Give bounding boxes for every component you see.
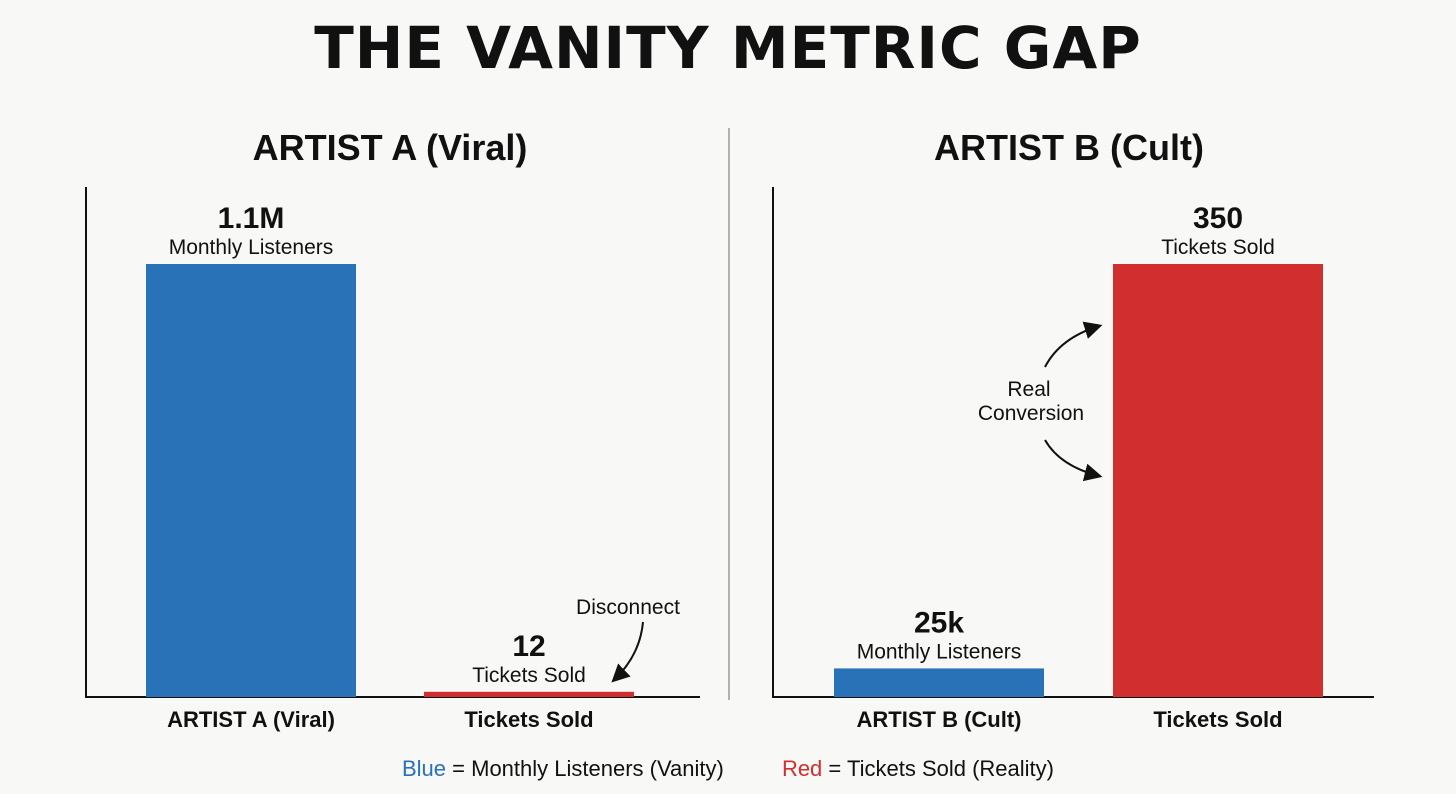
category-label-b-1: ARTIST B (Cult): [857, 707, 1022, 732]
category-label-a-2: Tickets Sold: [464, 707, 593, 732]
legend-text-blue: = Monthly Listeners (Vanity): [446, 756, 724, 781]
value-label-a-2: 12: [512, 630, 545, 663]
sub-label-a-1: Monthly Listeners: [169, 236, 334, 259]
value-label-b-2: 350: [1193, 202, 1243, 235]
bar-b-2: [1113, 264, 1323, 697]
legend-item-blue: Blue = Monthly Listeners (Vanity): [402, 754, 724, 784]
annotation-conversion-line: Conversion: [978, 402, 1084, 425]
sub-label-b-1: Monthly Listeners: [857, 640, 1022, 663]
sub-label-a-2: Tickets Sold: [472, 664, 586, 687]
panel-title-b: ARTIST B (Cult): [934, 127, 1204, 168]
annotation-arrow-disconnect: [611, 621, 644, 683]
legend-key-blue: Blue: [402, 756, 447, 781]
legend-text-red: = Tickets Sold (Reality): [822, 756, 1054, 781]
annotation-disconnect: Disconnect: [576, 596, 680, 619]
annotation-real-line: Real: [1007, 378, 1050, 401]
bar-a-1: [146, 264, 356, 697]
bar-b-1: [834, 668, 1044, 697]
value-label-b-1: 25k: [914, 606, 964, 639]
legend: Blue = Monthly Listeners (Vanity) Red = …: [0, 754, 1456, 784]
annotation-arrow-down: [1044, 439, 1103, 482]
value-label-a-1: 1.1M: [218, 202, 285, 235]
category-label-b-2: Tickets Sold: [1153, 707, 1282, 732]
legend-key-red: Red: [781, 756, 823, 781]
bar-a-2: [424, 691, 634, 697]
category-label-a-1: ARTIST A (Viral): [167, 707, 335, 732]
panel-title-a: ARTIST A (Viral): [253, 127, 528, 168]
sub-label-b-2: Tickets Sold: [1161, 236, 1275, 259]
legend-item-red: Red = Tickets Sold (Reality): [782, 754, 1054, 784]
annotation-arrow-up: [1044, 321, 1103, 368]
chart-main-title: THE VANITY METRIC GAP: [314, 14, 1142, 82]
